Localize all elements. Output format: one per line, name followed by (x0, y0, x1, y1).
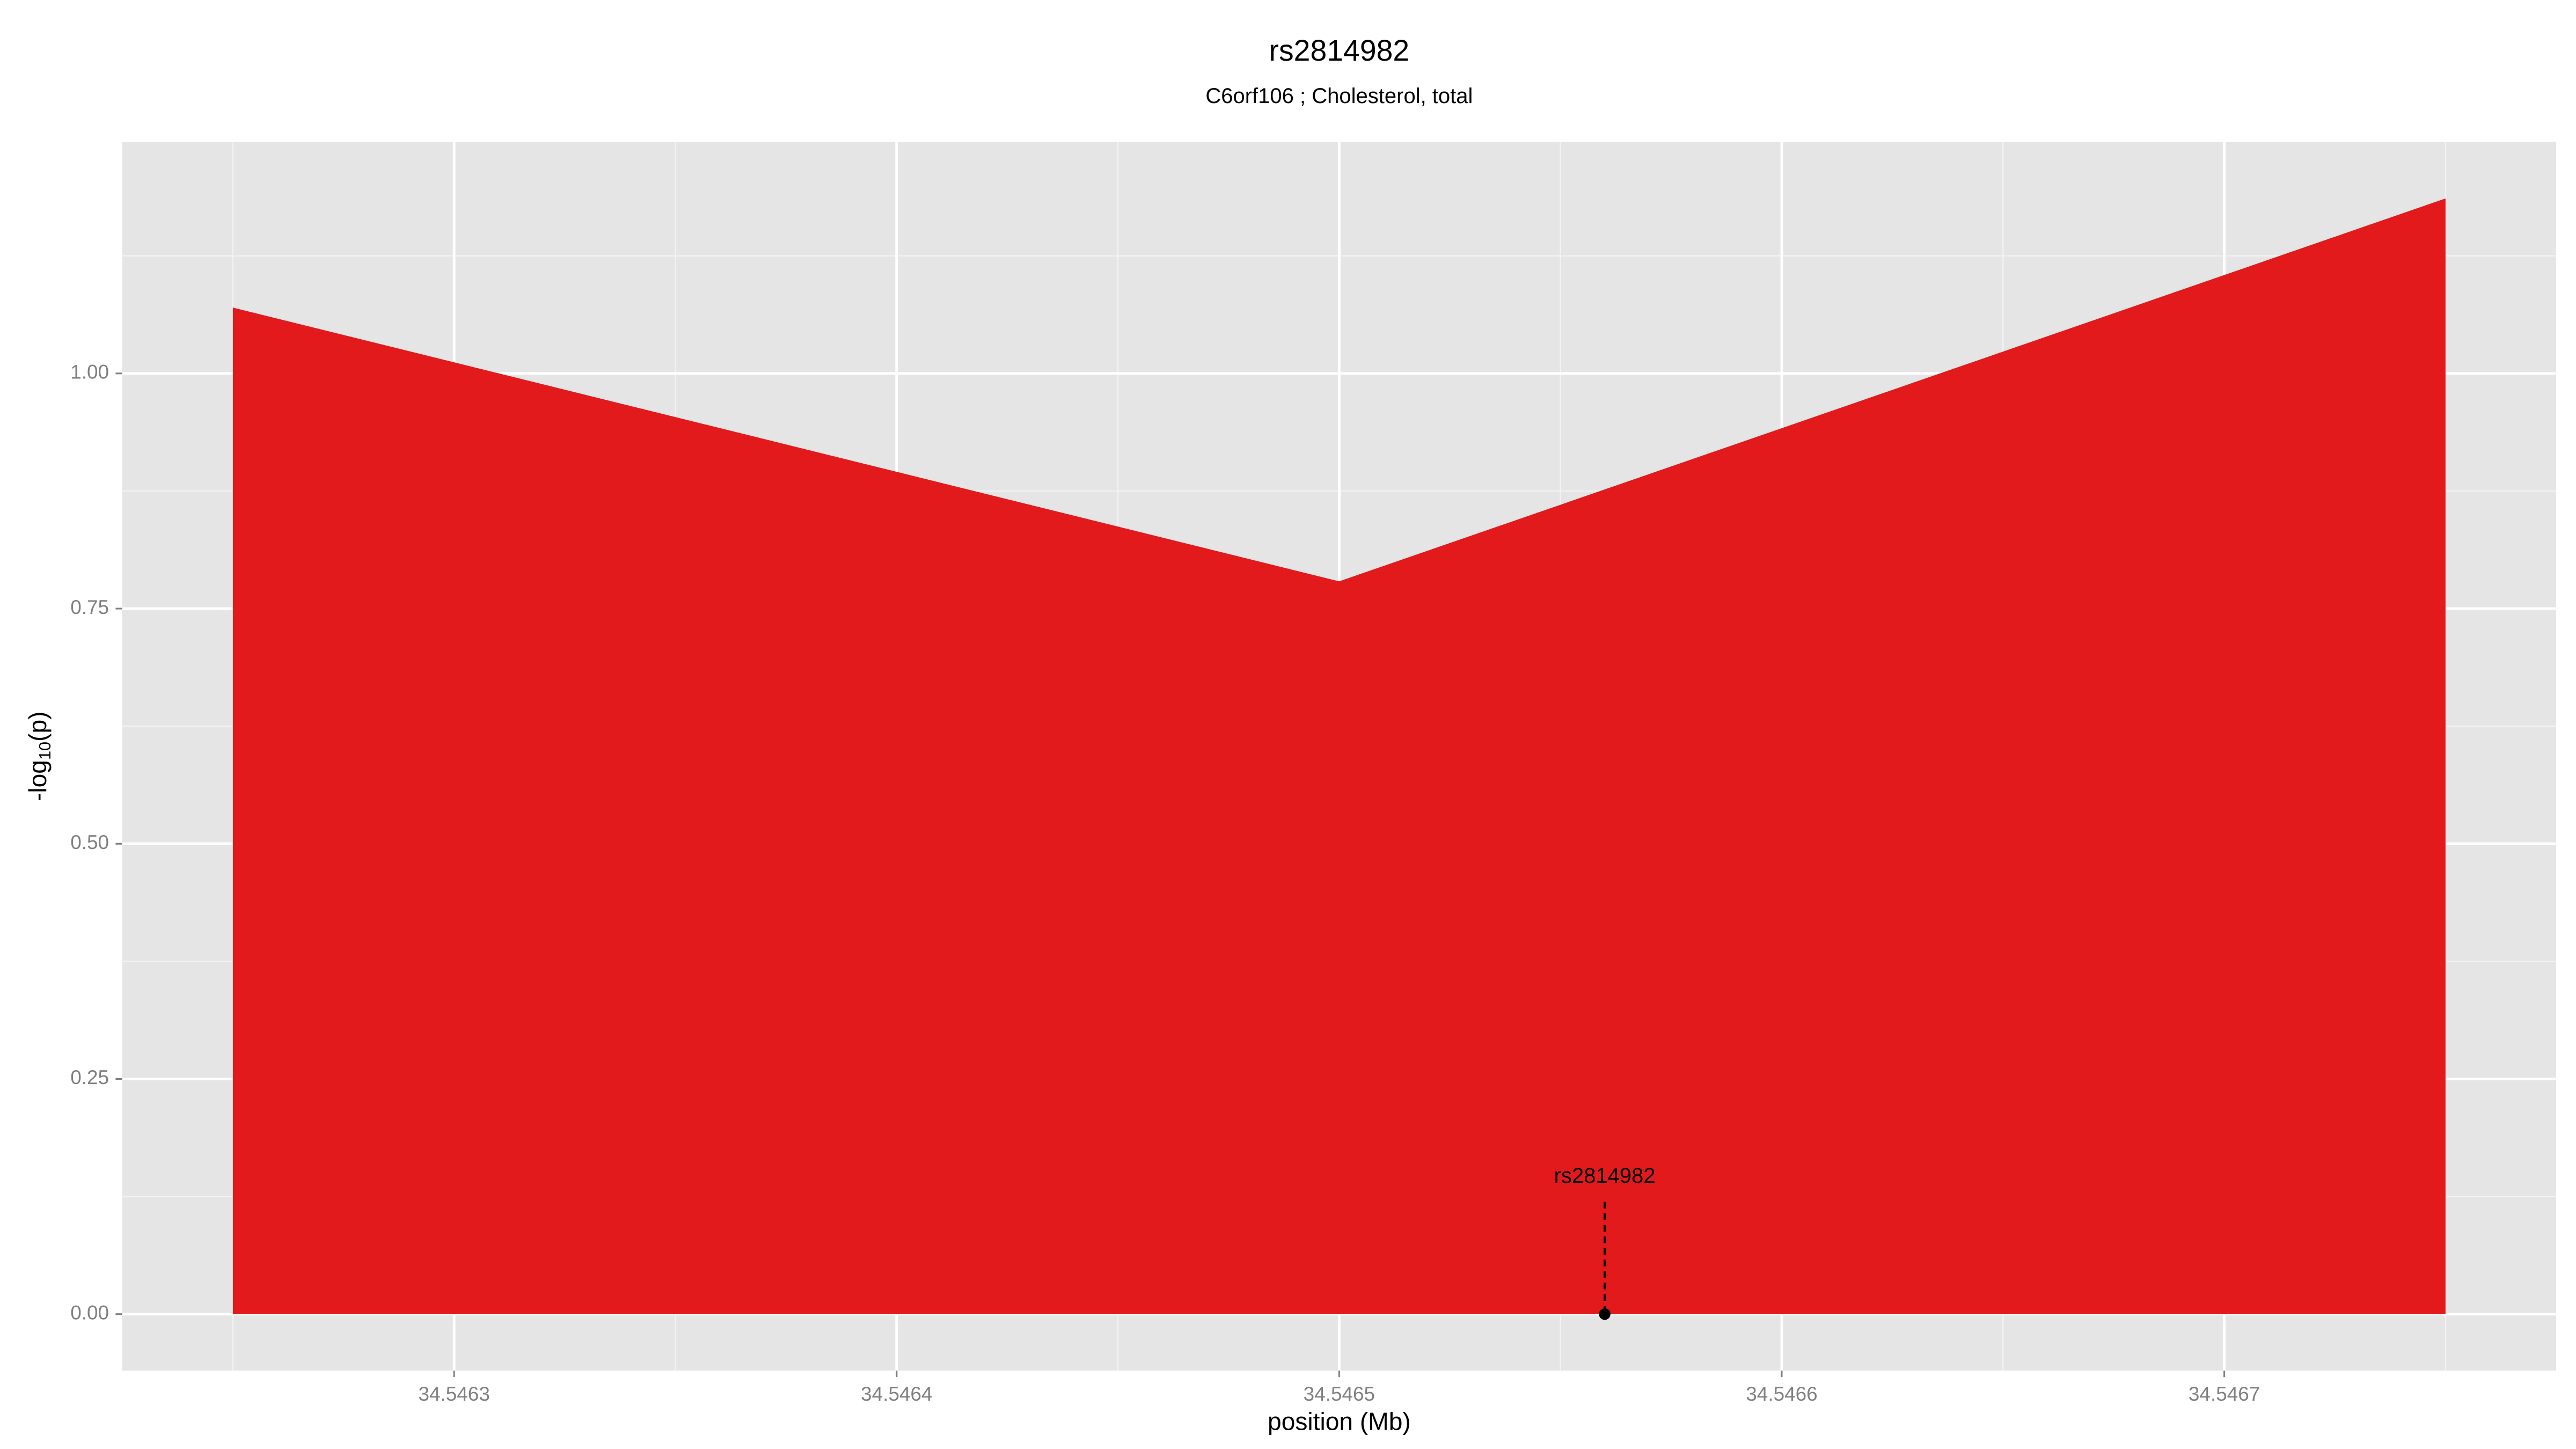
area (232, 198, 2446, 1314)
chart-subtitle: C6orf106 ; Cholesterol, total (1205, 84, 1473, 108)
x-tick-label: 34.5467 (2189, 1383, 2260, 1405)
y-tick-label: 1.00 (70, 361, 109, 383)
y-label-prefix: -log (24, 760, 52, 801)
y-tick-label: 0.25 (70, 1066, 109, 1088)
y-axis-label: -log10(p) (24, 711, 54, 801)
annotation-label: rs2814982 (1554, 1164, 1656, 1188)
x-tick-label: 34.5466 (1746, 1383, 1817, 1405)
x-tick-label: 34.5464 (861, 1383, 932, 1405)
annotation-point (1599, 1308, 1611, 1320)
y-tick-label: 0.50 (70, 831, 109, 853)
x-axis-label: position (Mb) (1268, 1407, 1411, 1435)
y-label-subscript: 10 (35, 742, 54, 760)
y-tick-label: 0.75 (70, 596, 109, 618)
x-tick-label: 34.5463 (418, 1383, 489, 1405)
x-tick-label: 34.5465 (1304, 1383, 1375, 1405)
chart-title: rs2814982 (1269, 34, 1410, 67)
y-label-suffix: (p) (24, 711, 52, 741)
y-tick-label: 0.00 (70, 1301, 109, 1323)
